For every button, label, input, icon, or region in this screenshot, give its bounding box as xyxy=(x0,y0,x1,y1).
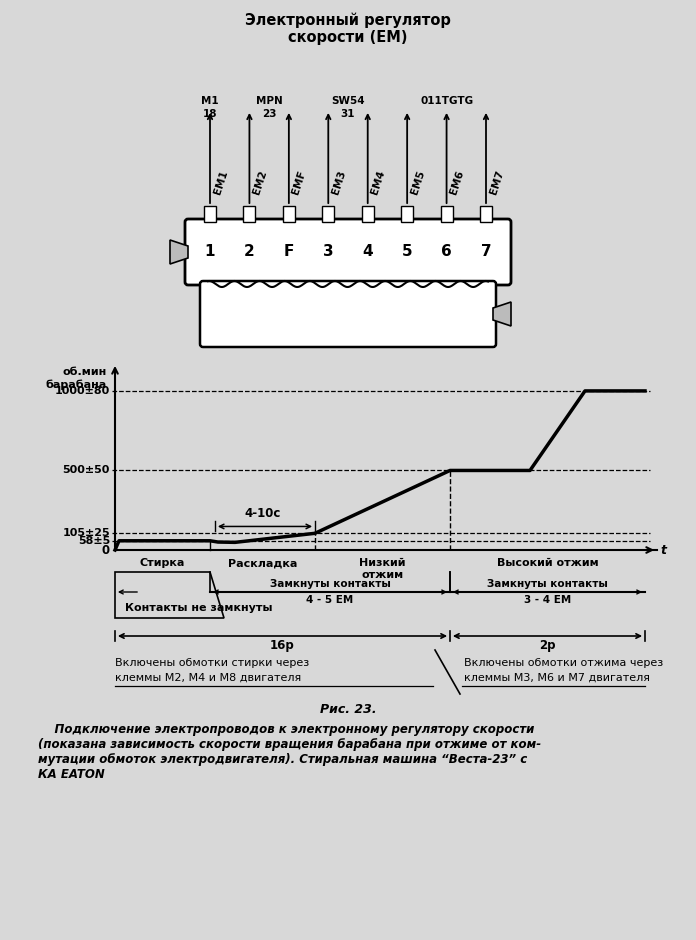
Text: 6: 6 xyxy=(441,244,452,259)
FancyBboxPatch shape xyxy=(200,281,496,347)
Polygon shape xyxy=(170,240,188,264)
FancyBboxPatch shape xyxy=(362,206,374,222)
Text: F: F xyxy=(284,244,294,259)
Text: 23: 23 xyxy=(262,109,276,119)
Text: 5: 5 xyxy=(402,244,413,259)
Text: 16р: 16р xyxy=(270,639,295,652)
Text: Высокий отжим: Высокий отжим xyxy=(497,558,599,568)
Text: КА EATON: КА EATON xyxy=(38,768,105,781)
Text: EM1: EM1 xyxy=(212,169,229,196)
Text: 3 - 4 ЕМ: 3 - 4 ЕМ xyxy=(524,595,571,605)
Text: SW54: SW54 xyxy=(331,96,365,106)
Text: мутации обмоток электродвигателя). Стиральная машина “Веста-23” с: мутации обмоток электродвигателя). Стира… xyxy=(38,753,528,766)
FancyBboxPatch shape xyxy=(322,206,334,222)
Text: EM7: EM7 xyxy=(488,169,505,196)
Text: 18: 18 xyxy=(203,109,217,119)
Text: 4 - 5 ЕМ: 4 - 5 ЕМ xyxy=(306,595,354,605)
Text: клеммы М2, М4 и М8 двигателя: клеммы М2, М4 и М8 двигателя xyxy=(115,673,301,683)
Text: Электронный регулятор
скорости (ЕМ): Электронный регулятор скорости (ЕМ) xyxy=(245,12,451,45)
Text: 0: 0 xyxy=(102,543,110,556)
Text: об.мин: об.мин xyxy=(63,367,107,377)
Text: 1000±80: 1000±80 xyxy=(55,386,110,396)
Text: EM5: EM5 xyxy=(409,169,427,196)
Text: EM6: EM6 xyxy=(448,169,466,196)
Text: Замкнуты контакты: Замкнуты контакты xyxy=(269,579,390,589)
Text: Низкий
отжим: Низкий отжим xyxy=(359,558,406,580)
Text: 4: 4 xyxy=(363,244,373,259)
Text: 4-10с: 4-10с xyxy=(244,508,280,521)
Text: Стирка: Стирка xyxy=(140,558,185,568)
Text: 2: 2 xyxy=(244,244,255,259)
Text: 2р: 2р xyxy=(539,639,555,652)
Text: (показана зависимость скорости вращения барабана при отжиме от ком-: (показана зависимость скорости вращения … xyxy=(38,738,541,751)
Text: Подключение электропроводов к электронному регулятору скорости: Подключение электропроводов к электронно… xyxy=(38,723,535,736)
Polygon shape xyxy=(493,302,511,326)
Text: M1: M1 xyxy=(201,96,219,106)
Text: 105±25: 105±25 xyxy=(63,528,110,539)
Text: Рис. 23.: Рис. 23. xyxy=(319,703,377,716)
FancyBboxPatch shape xyxy=(283,206,295,222)
FancyBboxPatch shape xyxy=(480,206,492,222)
FancyBboxPatch shape xyxy=(185,219,511,285)
Text: Включены обмотки стирки через: Включены обмотки стирки через xyxy=(115,658,309,668)
Text: 1: 1 xyxy=(205,244,215,259)
Text: 500±50: 500±50 xyxy=(63,465,110,476)
Text: 31: 31 xyxy=(341,109,355,119)
Text: Замкнуты контакты: Замкнуты контакты xyxy=(487,579,608,589)
Text: Раскладка: Раскладка xyxy=(228,558,297,568)
FancyBboxPatch shape xyxy=(244,206,255,222)
Text: 3: 3 xyxy=(323,244,333,259)
Text: 7: 7 xyxy=(481,244,491,259)
FancyBboxPatch shape xyxy=(441,206,452,222)
Text: EM4: EM4 xyxy=(370,169,387,196)
Text: t: t xyxy=(660,543,666,556)
Text: EM3: EM3 xyxy=(331,169,347,196)
Text: 58±5: 58±5 xyxy=(78,536,110,546)
Text: барабана: барабана xyxy=(46,379,107,389)
Text: 011TGTG: 011TGTG xyxy=(420,96,473,106)
Text: MPN: MPN xyxy=(255,96,283,106)
FancyBboxPatch shape xyxy=(401,206,413,222)
Text: EM2: EM2 xyxy=(251,169,269,196)
FancyBboxPatch shape xyxy=(204,206,216,222)
Text: Включены обмотки отжима через: Включены обмотки отжима через xyxy=(464,658,663,668)
Text: EMF: EMF xyxy=(291,169,308,196)
Text: Контакты не замкнуты: Контакты не замкнуты xyxy=(125,603,273,613)
Text: клеммы М3, М6 и М7 двигателя: клеммы М3, М6 и М7 двигателя xyxy=(464,673,650,683)
